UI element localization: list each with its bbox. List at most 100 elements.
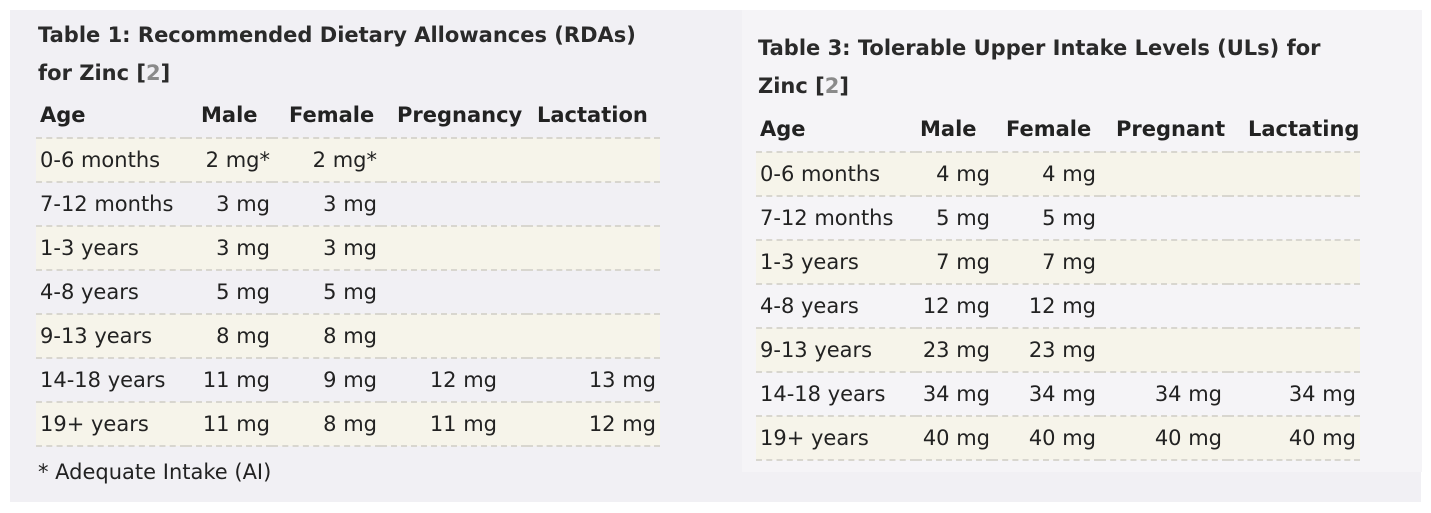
value-cell: 8 mg — [272, 402, 381, 447]
table-row: 9-13 years 23 mg 23 mg — [756, 328, 1360, 373]
value-cell: 23 mg — [916, 328, 992, 373]
table3-title-line1: Table 3: Tolerable Upper Intake Levels (… — [758, 36, 1321, 60]
table3-title-line2: Zinc [2] — [758, 74, 849, 98]
table-row: 0-6 months 4 mg 4 mg — [756, 152, 1360, 197]
value-cell: 11 mg — [186, 358, 272, 403]
value-cell: 9 mg — [272, 358, 381, 403]
table1-reference-link[interactable]: 2 — [145, 61, 161, 85]
value-cell — [1100, 152, 1228, 197]
value-cell: 5 mg — [186, 270, 272, 315]
value-cell: 5 mg — [992, 196, 1100, 241]
column-header-pregnant: Pregnant — [1100, 107, 1228, 153]
table-row: 14-18 years 34 mg 34 mg 34 mg 34 mg — [756, 372, 1360, 417]
column-header-age: Age — [756, 107, 916, 153]
value-cell: 40 mg — [1228, 416, 1360, 461]
value-cell — [1228, 152, 1360, 197]
value-cell — [1228, 196, 1360, 241]
value-cell: 11 mg — [381, 402, 527, 447]
column-header-pregnancy: Pregnancy — [381, 93, 527, 139]
value-cell: 34 mg — [992, 372, 1100, 417]
value-cell: 5 mg — [272, 270, 381, 315]
table-row: 9-13 years 8 mg 8 mg — [36, 314, 660, 359]
column-header-male: Male — [916, 107, 992, 153]
table1-footnote: * Adequate Intake (AI) — [38, 460, 272, 484]
column-header-female: Female — [272, 93, 381, 139]
value-cell: 40 mg — [916, 416, 992, 461]
value-cell: 12 mg — [381, 358, 527, 403]
value-cell: 12 mg — [916, 284, 992, 329]
table-row: 0-6 months 2 mg* 2 mg* — [36, 138, 660, 183]
value-cell: 5 mg — [916, 196, 992, 241]
value-cell: 34 mg — [916, 372, 992, 417]
value-cell: 11 mg — [186, 402, 272, 447]
value-cell — [1100, 328, 1228, 373]
value-cell: 23 mg — [992, 328, 1100, 373]
value-cell — [1228, 328, 1360, 373]
value-cell — [527, 314, 660, 359]
table3-reference-link[interactable]: 2 — [824, 74, 840, 98]
age-cell: 14-18 years — [756, 372, 916, 417]
column-header-lactating: Lactating — [1228, 107, 1360, 153]
value-cell: 8 mg — [272, 314, 381, 359]
value-cell: 7 mg — [992, 240, 1100, 285]
column-header-male: Male — [186, 93, 272, 139]
age-cell: 7-12 months — [36, 182, 186, 227]
age-cell: 14-18 years — [36, 358, 186, 403]
value-cell: 3 mg — [272, 226, 381, 271]
age-cell: 9-13 years — [36, 314, 186, 359]
column-header-lactation: Lactation — [527, 93, 660, 139]
value-cell — [1100, 196, 1228, 241]
table-row: 4-8 years 12 mg 12 mg — [756, 284, 1360, 329]
table-row: 19+ years 40 mg 40 mg 40 mg 40 mg — [756, 416, 1360, 461]
age-cell: 19+ years — [756, 416, 916, 461]
value-cell: 3 mg — [186, 226, 272, 271]
age-cell: 9-13 years — [756, 328, 916, 373]
table-header-row: Age Male Female Pregnancy Lactation — [36, 93, 660, 139]
value-cell — [1100, 240, 1228, 285]
value-cell: 7 mg — [916, 240, 992, 285]
value-cell — [381, 138, 527, 183]
table-row: 19+ years 11 mg 8 mg 11 mg 12 mg — [36, 402, 660, 447]
value-cell — [381, 314, 527, 359]
age-cell: 4-8 years — [756, 284, 916, 329]
table-row: 4-8 years 5 mg 5 mg — [36, 270, 660, 315]
age-cell: 1-3 years — [36, 226, 186, 271]
column-header-age: Age — [36, 93, 186, 139]
value-cell — [527, 226, 660, 271]
value-cell — [527, 138, 660, 183]
age-cell: 19+ years — [36, 402, 186, 447]
value-cell: 12 mg — [527, 402, 660, 447]
value-cell: 2 mg* — [272, 138, 381, 183]
table1-title-line2: for Zinc [2] — [38, 61, 171, 85]
age-cell: 0-6 months — [36, 138, 186, 183]
value-cell — [1228, 240, 1360, 285]
table-row: 1-3 years 7 mg 7 mg — [756, 240, 1360, 285]
value-cell: 34 mg — [1228, 372, 1360, 417]
value-cell: 40 mg — [1100, 416, 1228, 461]
table1-caption: Table 1: Recommended Dietary Allowances … — [38, 16, 636, 92]
column-header-female: Female — [992, 107, 1100, 153]
value-cell: 34 mg — [1100, 372, 1228, 417]
table-row: 1-3 years 3 mg 3 mg — [36, 226, 660, 271]
value-cell — [527, 182, 660, 227]
table-header-row: Age Male Female Pregnant Lactating — [756, 107, 1360, 153]
table3-ul-table: Age Male Female Pregnant Lactating 0-6 m… — [756, 107, 1360, 461]
age-cell: 1-3 years — [756, 240, 916, 285]
age-cell: 7-12 months — [756, 196, 916, 241]
value-cell: 4 mg — [992, 152, 1100, 197]
age-cell: 0-6 months — [756, 152, 916, 197]
value-cell: 3 mg — [186, 182, 272, 227]
table1-rda-table: Age Male Female Pregnancy Lactation 0-6 … — [36, 93, 660, 447]
table-row: 14-18 years 11 mg 9 mg 12 mg 13 mg — [36, 358, 660, 403]
table-row: 7-12 months 5 mg 5 mg — [756, 196, 1360, 241]
value-cell: 13 mg — [527, 358, 660, 403]
value-cell: 12 mg — [992, 284, 1100, 329]
value-cell: 8 mg — [186, 314, 272, 359]
value-cell — [381, 270, 527, 315]
table3-caption: Table 3: Tolerable Upper Intake Levels (… — [758, 29, 1321, 105]
value-cell — [527, 270, 660, 315]
value-cell: 3 mg — [272, 182, 381, 227]
table1-title-line1: Table 1: Recommended Dietary Allowances … — [38, 23, 636, 47]
value-cell: 2 mg* — [186, 138, 272, 183]
value-cell — [1100, 284, 1228, 329]
